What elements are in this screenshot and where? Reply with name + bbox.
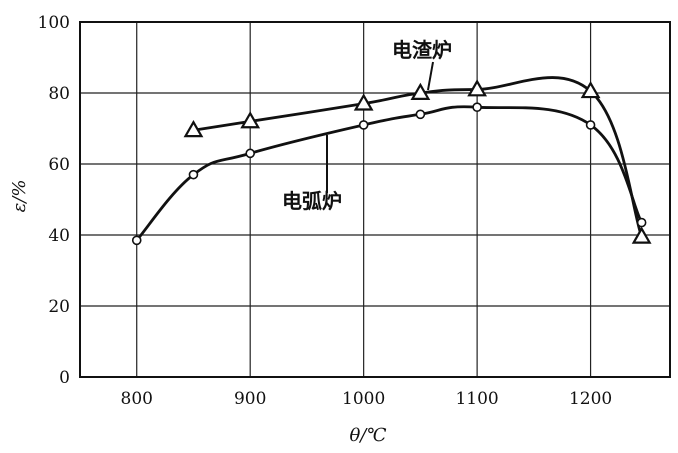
x-tick-label: 800 — [121, 389, 153, 409]
grid-lines — [80, 22, 670, 377]
data-point-triangle — [631, 226, 652, 244]
x-tick-label: 1100 — [455, 389, 498, 409]
y-tick-label: 40 — [48, 226, 70, 246]
data-point-triangle — [467, 79, 488, 97]
data-point-triangle — [183, 120, 204, 138]
data-point-circle — [188, 169, 199, 180]
data-point-circle — [131, 235, 142, 246]
series-electroslag-furnace: 电渣炉 — [183, 38, 652, 244]
y-tick-label: 0 — [59, 368, 70, 388]
data-point-triangle — [240, 111, 261, 129]
y-tick-label: 80 — [48, 84, 70, 104]
data-point-circle — [358, 120, 369, 130]
data-point-circle — [472, 102, 482, 112]
y-axis-label: ε/% — [9, 180, 30, 213]
series-label: 电渣炉 — [392, 38, 452, 62]
x-axis-label: θ/℃ — [349, 425, 386, 446]
x-tick-label: 900 — [234, 389, 266, 409]
y-tick-label: 20 — [48, 297, 70, 317]
data-point-triangle — [580, 80, 601, 99]
data-point-circle — [245, 148, 255, 159]
series-line — [192, 76, 644, 239]
series-label-leader — [427, 61, 434, 91]
y-tick-label: 100 — [38, 13, 70, 33]
data-point-circle — [585, 120, 596, 130]
series-arc-furnace: 电弧炉 — [131, 102, 647, 246]
plot-frame — [79, 21, 671, 378]
data-point-circle — [415, 109, 426, 120]
data-point-circle — [636, 217, 647, 228]
data-point-triangle — [353, 93, 374, 111]
tick-labels: 800 900 1000 1100 1200 0 20 40 60 80 100 — [38, 13, 613, 409]
x-tick-label: 1000 — [342, 389, 385, 409]
y-tick-label: 60 — [48, 155, 70, 175]
series-label: 电弧炉 — [282, 189, 342, 213]
data-point-triangle — [410, 82, 431, 100]
x-tick-label: 1200 — [569, 389, 612, 409]
